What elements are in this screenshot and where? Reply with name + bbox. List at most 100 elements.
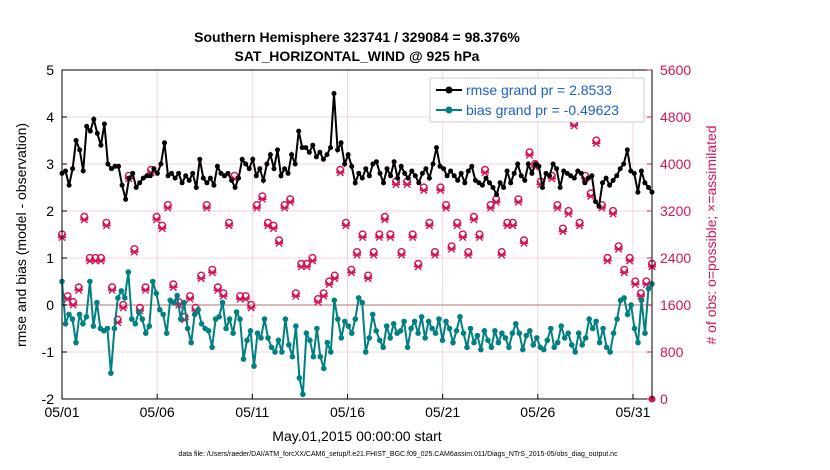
x-tick-label: 05/11	[235, 404, 269, 420]
bias-point	[240, 356, 247, 362]
bias-point	[446, 325, 453, 332]
bias-point	[265, 335, 271, 341]
bias-point	[331, 297, 338, 304]
rmse-point	[497, 180, 503, 186]
obs-assimilated-marker	[519, 239, 529, 247]
rmse-point	[501, 185, 507, 190]
rmse-point	[222, 173, 227, 179]
obs-assimilated-marker	[514, 198, 523, 206]
bias-point	[610, 330, 617, 337]
obs-assimilated-marker	[241, 295, 250, 303]
rmse-point	[225, 170, 231, 176]
bias-point	[324, 339, 331, 346]
rmse-point	[243, 161, 249, 167]
obs-assimilated-marker	[486, 204, 495, 212]
obs-assimilated-marker	[280, 204, 289, 212]
obs-assimilated-marker	[508, 222, 517, 230]
rmse-point	[494, 192, 500, 198]
rmse-point	[267, 152, 273, 158]
bias-point	[209, 344, 215, 351]
rmse-point	[381, 180, 386, 186]
obs-assimilated-marker	[252, 204, 261, 212]
bias-point	[247, 328, 254, 334]
rmse-point	[204, 180, 210, 186]
rmse-point	[419, 170, 425, 176]
rmse-point	[186, 177, 192, 183]
rmse-point	[472, 177, 478, 183]
bias-point	[607, 349, 613, 355]
rmse-point	[373, 159, 379, 165]
bias-point	[216, 314, 222, 320]
rmse-point	[250, 156, 256, 162]
rmse-point	[299, 145, 305, 151]
bias-point	[83, 314, 90, 320]
rmse-point	[511, 170, 517, 176]
rmse-point	[109, 166, 114, 172]
bias-point	[198, 321, 205, 327]
rmse-point	[87, 128, 93, 134]
obs-assimilated-marker	[419, 186, 428, 195]
bias-point	[495, 339, 502, 346]
obs-assimilated-marker	[386, 233, 395, 242]
rmse-point	[70, 166, 76, 172]
rmse-point	[547, 173, 552, 179]
rmse-point	[119, 182, 125, 188]
obs-assimilated-marker	[107, 286, 117, 294]
rmse-point	[416, 180, 422, 186]
rmse-point	[169, 170, 174, 176]
rmse-point	[405, 175, 411, 181]
bias-point	[499, 330, 505, 337]
rmse-point	[137, 180, 143, 186]
y-tick-label: 0	[46, 297, 54, 313]
bias-point	[118, 288, 125, 294]
y-axis-left: -2 -1 0 1 2 3 4 5	[42, 62, 67, 407]
obs-assimilated-marker	[119, 304, 128, 312]
y-tick-label: 4	[46, 109, 54, 125]
obs-assimilated-marker	[163, 204, 172, 212]
bias-point	[150, 278, 156, 285]
bias-point	[450, 339, 456, 346]
obs-assimilated-marker	[569, 122, 579, 130]
rmse-point	[77, 147, 83, 153]
bias-point	[642, 330, 648, 337]
rmse-point	[423, 166, 429, 172]
rmse-point	[596, 203, 602, 209]
bias-point	[191, 311, 198, 318]
bias-point	[139, 316, 146, 322]
rmse-point	[540, 185, 545, 190]
obs-assimilated-marker	[152, 216, 161, 224]
y-right-tick-label: 800	[660, 344, 684, 360]
rmse-point	[278, 173, 284, 179]
bias-point	[631, 325, 638, 332]
legend-box	[429, 77, 645, 123]
rmse-point	[282, 166, 288, 172]
obs-assimilated-marker	[558, 227, 568, 236]
obs-assimilated-marker	[408, 233, 417, 242]
bias-point	[132, 321, 139, 327]
bias-point	[366, 335, 373, 341]
rmse-point	[603, 175, 609, 181]
y-right-tick-label: 2400	[660, 250, 691, 266]
rmse-point	[162, 140, 167, 146]
bias-point	[467, 325, 474, 332]
bias-point	[342, 318, 348, 325]
rmse-point	[582, 180, 588, 186]
obs-assimilated-marker	[302, 263, 312, 271]
obs-assimilated-marker	[492, 198, 501, 206]
bias-point	[170, 299, 177, 306]
plot-frame	[61, 69, 653, 400]
rmse-point	[94, 130, 100, 136]
obs-assimilated-marker	[68, 301, 78, 309]
rmse-point	[236, 175, 242, 181]
x-axis-label: May.01,2015 00:00:00 start	[272, 428, 442, 444]
rmse-point	[487, 180, 492, 186]
rmse-point	[165, 173, 171, 179]
bias-point	[422, 335, 428, 341]
x-axis: 05/01 05/06 05/11 05/16 05/21 05/26 05/31	[44, 394, 651, 420]
bias-point	[223, 325, 229, 332]
rmse-point	[84, 123, 90, 129]
bias-point	[527, 328, 533, 334]
rmse-point	[451, 173, 457, 179]
bias-point	[219, 299, 226, 306]
obs-assimilated-marker	[325, 280, 334, 289]
